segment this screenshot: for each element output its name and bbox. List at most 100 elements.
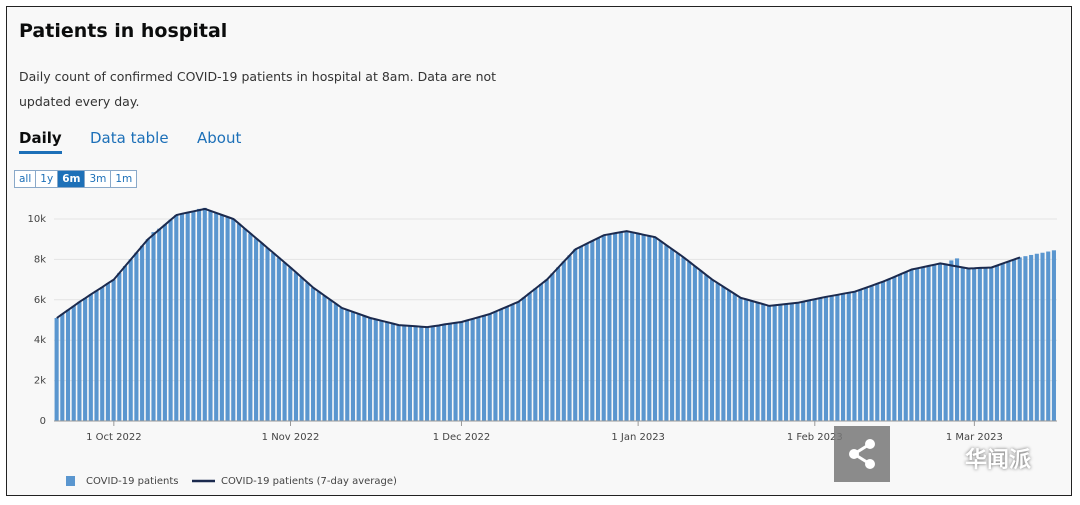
x-tick-label: 1 Feb 2023 bbox=[787, 432, 843, 443]
bar bbox=[510, 304, 515, 421]
bar bbox=[1011, 259, 1017, 421]
bar bbox=[1006, 261, 1011, 421]
bar bbox=[841, 293, 846, 421]
bar bbox=[305, 282, 310, 421]
bar bbox=[909, 269, 914, 421]
bar bbox=[339, 307, 344, 421]
bar bbox=[333, 303, 338, 421]
bar bbox=[1051, 250, 1056, 421]
bar bbox=[481, 315, 487, 421]
bar bbox=[202, 207, 207, 421]
bar bbox=[476, 317, 481, 421]
share-button[interactable] bbox=[834, 426, 890, 482]
bar bbox=[516, 301, 521, 421]
bar bbox=[254, 238, 259, 421]
bar bbox=[772, 305, 777, 421]
bar bbox=[185, 212, 190, 421]
bar bbox=[282, 262, 287, 421]
x-tick-label: 1 Dec 2022 bbox=[433, 432, 491, 443]
bar bbox=[1017, 257, 1022, 421]
bar bbox=[122, 266, 128, 421]
bar bbox=[943, 264, 948, 421]
bar bbox=[601, 235, 606, 421]
bar bbox=[356, 313, 361, 421]
bar bbox=[624, 231, 629, 421]
bar bbox=[932, 264, 937, 421]
bar bbox=[954, 258, 960, 421]
bar bbox=[208, 210, 213, 421]
bar bbox=[54, 317, 59, 421]
bar bbox=[424, 327, 430, 421]
bar bbox=[613, 233, 618, 421]
range-button[interactable]: 3m bbox=[85, 171, 112, 187]
tab[interactable]: Daily bbox=[19, 129, 62, 154]
bar bbox=[288, 267, 293, 421]
bar bbox=[413, 326, 418, 421]
range-button[interactable]: all bbox=[15, 171, 37, 187]
y-tick-label: 4k bbox=[34, 335, 46, 346]
bar bbox=[573, 249, 578, 421]
bar bbox=[407, 325, 413, 421]
bar bbox=[966, 268, 971, 421]
x-tick-label: 1 Nov 2022 bbox=[262, 432, 320, 443]
bar bbox=[880, 281, 886, 421]
x-tick-label: 1 Mar 2023 bbox=[946, 432, 1003, 443]
bar bbox=[635, 233, 640, 421]
bar bbox=[818, 297, 823, 421]
bar bbox=[823, 296, 829, 421]
bar bbox=[561, 261, 566, 421]
bar bbox=[647, 235, 652, 421]
average-line bbox=[56, 207, 1021, 329]
bar bbox=[778, 304, 783, 421]
bar bbox=[801, 301, 806, 421]
bar bbox=[994, 265, 999, 421]
range-button[interactable]: 1y bbox=[36, 171, 59, 187]
bar bbox=[265, 248, 270, 421]
chart-subtitle: Daily count of confirmed COVID-19 patien… bbox=[19, 69, 497, 109]
bar bbox=[784, 304, 789, 421]
chart-title: Patients in hospital bbox=[19, 20, 228, 42]
bar bbox=[863, 287, 868, 421]
bar bbox=[960, 267, 965, 421]
bar bbox=[556, 267, 561, 421]
bar bbox=[83, 298, 88, 421]
bar bbox=[368, 317, 373, 421]
bar bbox=[989, 267, 994, 421]
bar bbox=[60, 313, 65, 421]
bar bbox=[504, 306, 509, 421]
x-tick-label: 1 Jan 2023 bbox=[611, 432, 665, 443]
bar bbox=[117, 272, 122, 421]
bar bbox=[886, 279, 891, 421]
bar bbox=[1029, 254, 1034, 421]
bar bbox=[293, 272, 299, 421]
bar bbox=[1000, 263, 1005, 421]
range-buttons: all 1y 6m 3m 1m bbox=[14, 170, 138, 188]
watermark: 华闻派 bbox=[965, 448, 1032, 473]
bar bbox=[789, 303, 794, 421]
bar bbox=[499, 309, 504, 421]
bar bbox=[168, 219, 173, 421]
bar bbox=[618, 232, 623, 421]
bar bbox=[544, 279, 549, 421]
bar bbox=[100, 287, 105, 421]
bar bbox=[937, 263, 942, 421]
bar bbox=[145, 239, 150, 421]
bar bbox=[858, 289, 863, 421]
bar bbox=[584, 243, 589, 421]
tab[interactable]: Data table bbox=[90, 129, 169, 147]
bar bbox=[345, 309, 350, 421]
bar bbox=[453, 322, 458, 421]
bar bbox=[926, 265, 931, 421]
bar bbox=[362, 315, 367, 421]
bar bbox=[151, 232, 156, 421]
bar bbox=[846, 292, 851, 421]
bar bbox=[812, 299, 817, 421]
range-button[interactable]: 6m bbox=[58, 171, 86, 187]
bar bbox=[442, 324, 447, 421]
bar bbox=[225, 216, 230, 421]
range-button[interactable]: 1m bbox=[111, 171, 137, 187]
bar bbox=[721, 286, 726, 421]
bar bbox=[396, 325, 401, 421]
tab[interactable]: About bbox=[197, 129, 242, 147]
